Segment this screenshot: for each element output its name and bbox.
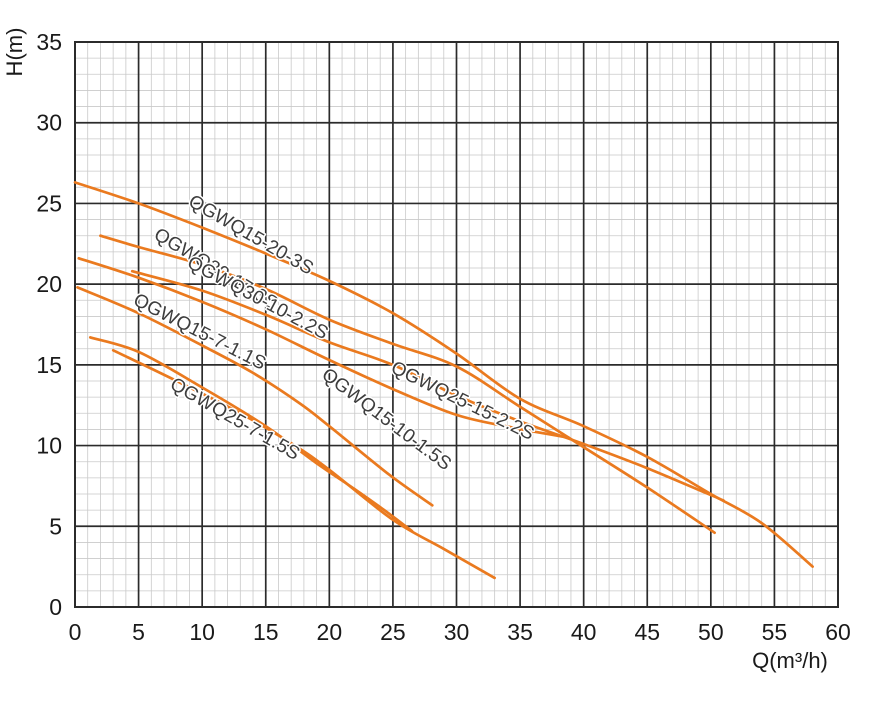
x-tick-label-60: 60 <box>825 619 851 645</box>
curve-QGWQ25-15-2.2S <box>130 269 725 502</box>
y-tick-label-15: 15 <box>36 352 62 378</box>
x-tick-label-25: 25 <box>380 619 406 645</box>
y-tick-label-10: 10 <box>36 433 62 459</box>
x-tick-label-5: 5 <box>132 619 145 645</box>
curve-QGWQ30-10-2.2S <box>77 256 570 439</box>
x-tick-label-15: 15 <box>253 619 279 645</box>
plot-border <box>74 41 839 608</box>
x-tick-label-10: 10 <box>189 619 215 645</box>
y-tick-label-35: 35 <box>36 29 62 55</box>
y-tick-label-20: 20 <box>36 271 62 297</box>
y-tick-label-5: 5 <box>49 513 62 539</box>
y-tick-label-25: 25 <box>36 190 62 216</box>
curve-label-QGWQ25-7-1.5S: QGWQ25-7-1.5S <box>166 374 303 465</box>
curve-QGWQ15-7-1.1S <box>76 286 434 507</box>
curve-QGWQ15-10-1.5S <box>111 348 496 580</box>
x-tick-label-50: 50 <box>698 619 724 645</box>
y-tick-label-0: 0 <box>49 594 62 620</box>
y-axis-title: H(m) <box>2 28 27 77</box>
x-tick-label-45: 45 <box>634 619 660 645</box>
x-tick-label-0: 0 <box>69 619 82 645</box>
curve-QGWQ30-17-3S <box>99 234 716 535</box>
x-tick-label-30: 30 <box>444 619 470 645</box>
x-axis-title: Q(m³/h) <box>752 648 828 673</box>
x-tick-label-20: 20 <box>317 619 343 645</box>
x-tick-label-35: 35 <box>507 619 533 645</box>
y-tick-label-30: 30 <box>36 110 62 136</box>
x-tick-label-40: 40 <box>571 619 597 645</box>
x-tick-label-55: 55 <box>762 619 788 645</box>
